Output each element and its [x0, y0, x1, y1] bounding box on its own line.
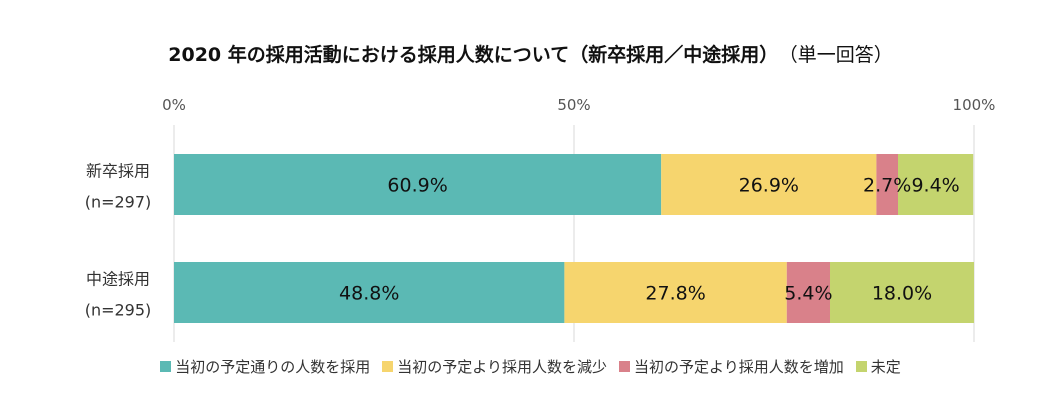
data-label-0-3: 9.4% — [911, 175, 959, 197]
category-label-1: 中途採用 — [86, 270, 150, 289]
category-label-0: 新卒採用 — [86, 162, 150, 181]
legend-item-3: 未定 — [855, 356, 901, 377]
x-tick-labels: 0% 50% 100% — [162, 96, 995, 114]
legend-swatch-2 — [619, 361, 630, 372]
bar-segment-0-2 — [876, 154, 898, 215]
data-labels: 60.9% 26.9% 2.7% 9.4% 48.8% 27.8% 5.4% 18.0% — [339, 175, 960, 305]
data-label-0-2: 2.7% — [863, 175, 911, 197]
category-labels: 新卒採用 (n=297) 中途採用 (n=295) — [85, 162, 152, 320]
bar-segment-1-0 — [174, 262, 565, 323]
bar-segment-1-3 — [830, 262, 974, 323]
x-tick-label-1: 50% — [557, 96, 590, 114]
legend-label-3: 未定 — [870, 358, 901, 376]
legend: 当初の予定通りの人数を採用 当初の予定より採用人数を減少 当初の予定より採用人数を増… — [0, 356, 1061, 377]
data-label-1-0: 48.8% — [339, 283, 399, 305]
legend-item-2: 当初の予定より採用人数を増加 — [619, 356, 844, 377]
chart-title-main: 2020 年の採用活動における採用人数について（新卒採用／中途採用） — [168, 44, 779, 66]
x-tick-label-0: 0% — [162, 96, 186, 114]
bar-segment-0-1 — [661, 154, 877, 215]
legend-item-1: 当初の予定より採用人数を減少 — [382, 356, 607, 377]
legend-swatch-0 — [160, 361, 172, 372]
data-label-1-3: 18.0% — [872, 283, 932, 305]
legend-swatch-3 — [855, 361, 867, 372]
data-label-0-1: 26.9% — [739, 175, 799, 197]
category-n-0: (n=297) — [85, 193, 152, 212]
data-label-0-0: 60.9% — [387, 175, 447, 197]
legend-label-0: 当初の予定通りの人数を採用 — [175, 358, 371, 376]
data-label-1-1: 27.8% — [645, 283, 705, 305]
bar-segment-1-2 — [786, 262, 830, 323]
chart-subtitle: （単一回答） — [788, 44, 893, 66]
category-n-1: (n=295) — [85, 301, 152, 320]
chart-title: 2020 年の採用活動における採用人数について（新卒採用／中途採用） （単一回答） — [0, 40, 1061, 67]
bar-segment-0-3 — [898, 154, 974, 215]
data-label-1-2: 5.4% — [784, 283, 832, 305]
legend-label-1: 当初の予定より採用人数を減少 — [397, 358, 607, 376]
legend-item-0: 当初の予定通りの人数を採用 — [160, 356, 370, 377]
x-tick-label-2: 100% — [953, 96, 996, 114]
legend-label-2: 当初の予定より採用人数を増加 — [634, 358, 844, 376]
bar-segment-1-1 — [564, 262, 787, 323]
bar-segments — [174, 154, 974, 323]
bar-segment-0-0 — [174, 154, 662, 215]
legend-swatch-1 — [382, 361, 394, 372]
